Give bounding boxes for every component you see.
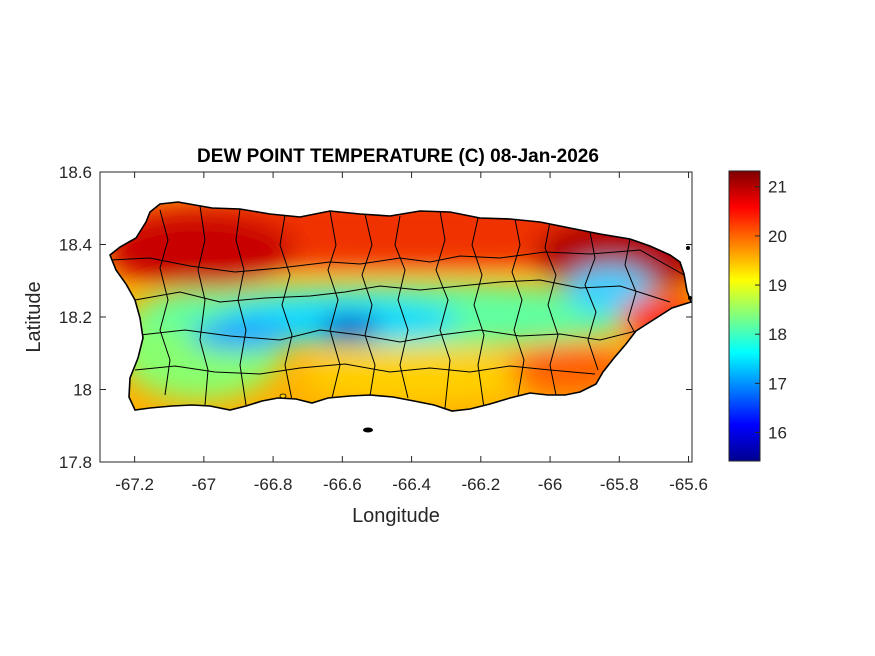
colorbar-tick-label: 21 (768, 178, 787, 197)
colorbar-tick-label: 16 (768, 424, 787, 443)
y-tick-label: 18.4 (59, 236, 92, 255)
y-axis: 18.6 18.4 18.2 18 17.8 (59, 163, 692, 472)
region-cordillera-far-west (190, 320, 290, 350)
x-tick-label: -66.8 (254, 475, 293, 494)
y-tick-label: 17.8 (59, 453, 92, 472)
colorbar-tick-label: 17 (768, 374, 787, 393)
x-tick-label: -66 (538, 475, 563, 494)
colorbar-tick-label: 19 (768, 276, 787, 295)
colorbar-tick-label: 18 (768, 325, 787, 344)
y-tick-label: 18.6 (59, 163, 92, 182)
y-axis-label: Latitude (23, 281, 45, 352)
x-axis-label: Longitude (352, 505, 440, 527)
islet-caja-de-muertos (279, 393, 287, 399)
x-tick-label: -65.8 (600, 475, 639, 494)
colorbar (728, 170, 761, 462)
x-tick-label: -67.2 (115, 475, 154, 494)
region-south-central (300, 347, 540, 403)
x-axis: -67.2 -67 -66.8 -66.6 -66.4 -66.2 -66 -65.8 -65.… (115, 172, 708, 494)
islet-south (363, 427, 373, 433)
municipality-boundaries (110, 205, 687, 409)
dewpoint-field (110, 202, 691, 411)
x-tick-label: -66.2 (461, 475, 500, 494)
x-tick-label: -66.4 (392, 475, 431, 494)
region-northwest (110, 212, 295, 288)
chart-title: DEW POINT TEMPERATURE (C) 08-Jan-2026 (197, 146, 599, 167)
x-tick-label: -65.6 (669, 475, 708, 494)
colorbar-tick-label: 20 (768, 227, 787, 246)
y-tick-label: 18.2 (59, 308, 92, 327)
islet-northeast (686, 246, 690, 250)
region-cordillera-core (320, 316, 380, 340)
colorbar-ticks: 16 17 18 19 20 21 (755, 178, 787, 443)
y-tick-label: 18 (73, 381, 92, 400)
islet-east (688, 296, 692, 300)
x-tick-label: -67 (192, 475, 217, 494)
x-tick-label: -66.6 (323, 475, 362, 494)
